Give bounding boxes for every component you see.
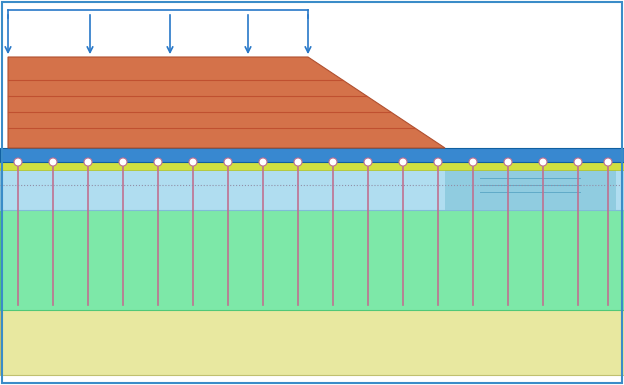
Circle shape bbox=[259, 158, 267, 166]
Circle shape bbox=[574, 158, 582, 166]
Circle shape bbox=[329, 158, 337, 166]
Circle shape bbox=[469, 158, 477, 166]
Circle shape bbox=[189, 158, 197, 166]
Bar bbox=[0, 168, 624, 210]
Bar bbox=[0, 305, 624, 375]
Circle shape bbox=[504, 158, 512, 166]
Circle shape bbox=[119, 158, 127, 166]
Bar bbox=[0, 148, 624, 162]
Circle shape bbox=[434, 158, 442, 166]
Circle shape bbox=[49, 158, 57, 166]
Circle shape bbox=[154, 158, 162, 166]
Circle shape bbox=[364, 158, 372, 166]
Circle shape bbox=[539, 158, 547, 166]
Circle shape bbox=[224, 158, 232, 166]
Bar bbox=[445, 162, 616, 210]
Circle shape bbox=[14, 158, 22, 166]
Polygon shape bbox=[8, 57, 445, 148]
Circle shape bbox=[294, 158, 302, 166]
Circle shape bbox=[604, 158, 612, 166]
Circle shape bbox=[84, 158, 92, 166]
Bar bbox=[0, 205, 624, 310]
Bar bbox=[0, 160, 624, 170]
Circle shape bbox=[399, 158, 407, 166]
